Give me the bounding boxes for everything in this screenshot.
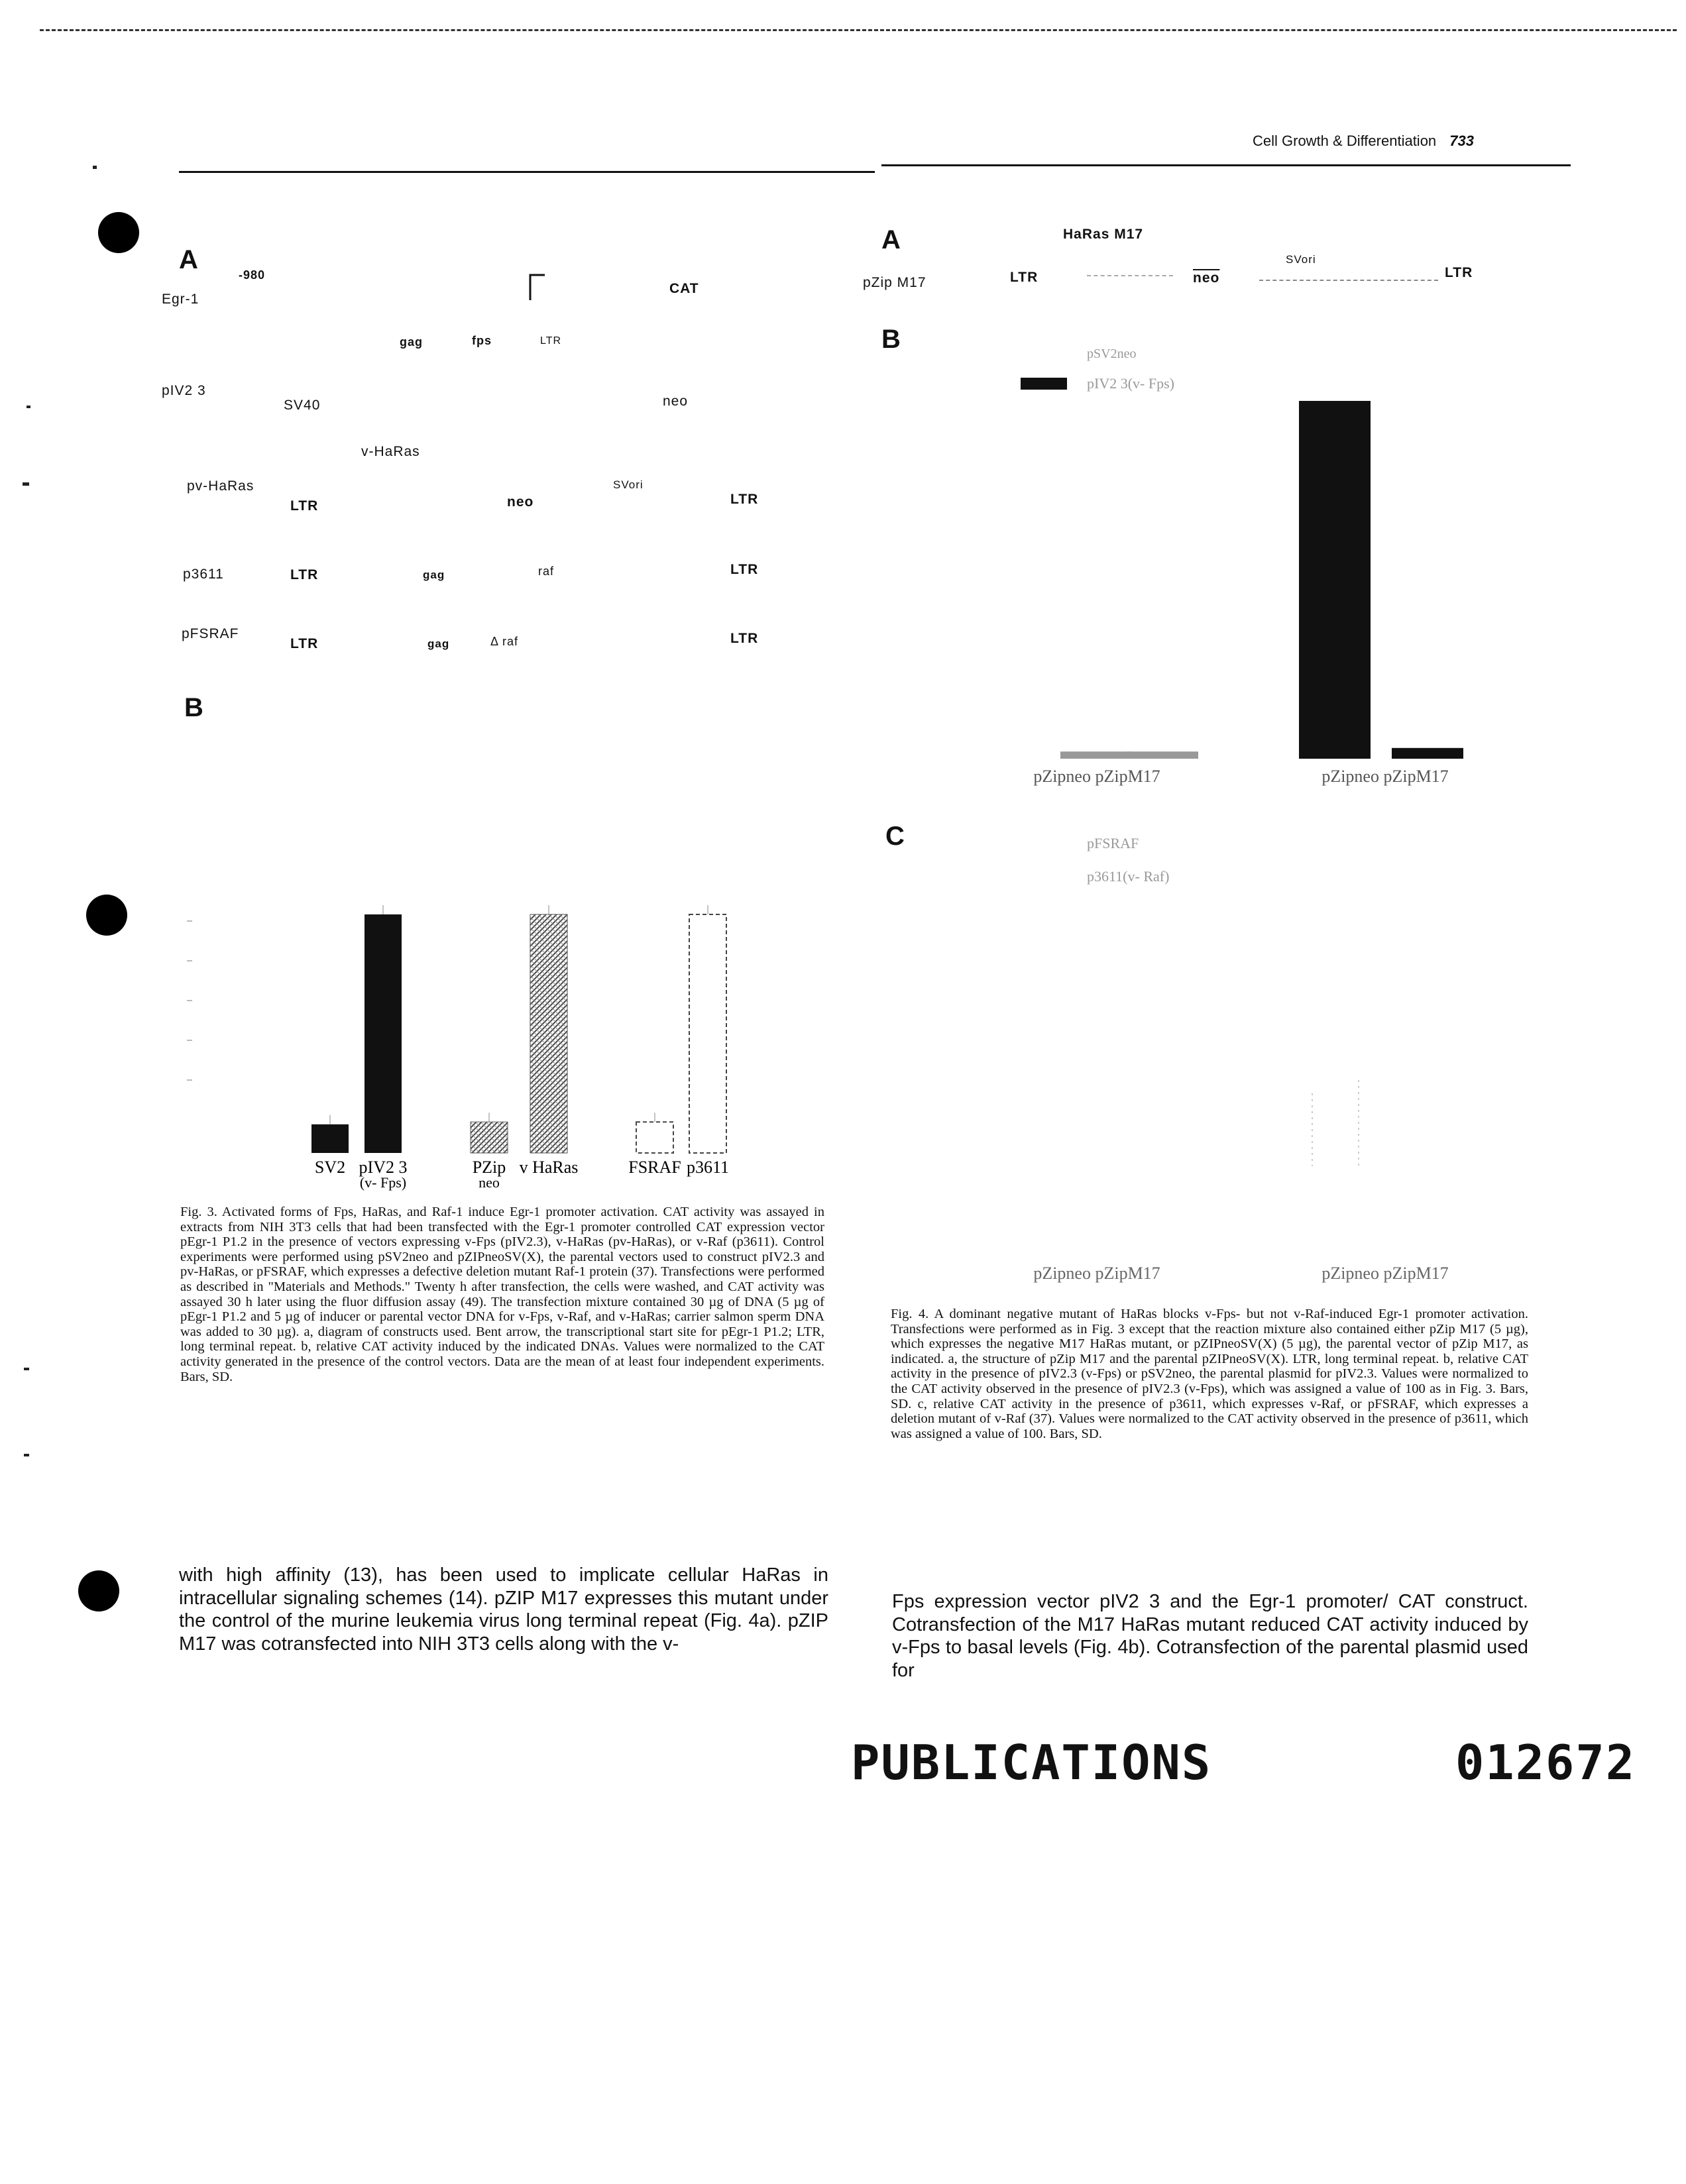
- bar-pzip-neo: [470, 1121, 508, 1154]
- tick-label: SV2: [315, 1158, 345, 1177]
- insert-dashes: [1087, 275, 1173, 276]
- coord-label: -980: [239, 268, 266, 282]
- ltr-label-1: LTR: [540, 335, 562, 347]
- cat-label: CAT: [669, 281, 699, 296]
- tick-sublabel: neo: [478, 1174, 500, 1191]
- bar-v-haras: [530, 914, 568, 1154]
- ltr-label-2: LTR: [290, 498, 319, 514]
- tick-sublabel: (v- Fps): [360, 1174, 406, 1191]
- gag-label-2: gag: [423, 569, 445, 581]
- backbone-dashes: [1259, 280, 1438, 281]
- group-label: pZipneo pZipM17: [1321, 767, 1448, 786]
- header-rule-left: [179, 171, 875, 173]
- binder-hole-top: [98, 212, 139, 253]
- fig4b-label: B: [881, 325, 901, 354]
- bent-arrow-icon: [529, 274, 545, 300]
- p3611-label: p3611: [183, 567, 224, 582]
- neo-label-2: neo: [507, 494, 534, 510]
- group-label: pZipneo pZipM17: [1033, 1264, 1160, 1283]
- group-label: pZipneo pZipM17: [1321, 1264, 1448, 1283]
- tick-label: FSRAF: [628, 1158, 681, 1177]
- pvharas-label: pv-HaRas: [187, 478, 254, 494]
- bar-pzipneo: [1060, 751, 1132, 759]
- fig4c-label: C: [885, 822, 905, 851]
- ltr-label-a1: LTR: [1010, 270, 1039, 285]
- legend-swatch-solid: [1021, 378, 1067, 390]
- vharas-label: v-HaRas: [361, 444, 420, 459]
- ltr-label-4: LTR: [290, 567, 319, 582]
- tick-label: p3611: [687, 1158, 729, 1177]
- pfsraf-label: pFSRAF: [182, 626, 239, 641]
- scan-edge-line: [40, 29, 1677, 31]
- fig3-caption: Fig. 3. Activated forms of Fps, HaRas, a…: [180, 1205, 824, 1384]
- scan-speck: [23, 482, 29, 486]
- scan-speck: [93, 166, 97, 169]
- fig3b-label: B: [184, 693, 203, 722]
- binder-hole-bottom: [78, 1570, 119, 1611]
- group-label: pZipneo pZipM17: [1033, 767, 1160, 786]
- gag-label: gag: [400, 335, 423, 349]
- bar-piv2-3-v-fps-: [365, 914, 402, 1153]
- tick-label: pIV2 3: [359, 1158, 408, 1177]
- ltr-label-5: LTR: [730, 562, 759, 577]
- neo-label-a: neo: [1193, 270, 1220, 286]
- bar-pfsraf: [636, 1121, 674, 1154]
- body-text-left: with high affinity (13), has been used t…: [179, 1564, 828, 1655]
- bar-pzipm17: [1392, 747, 1463, 759]
- raf-label: raf: [538, 565, 555, 578]
- fig3a-label: A: [179, 245, 198, 274]
- neo-label-1: neo: [663, 394, 689, 409]
- delta-raf-label: Δ raf: [490, 635, 519, 648]
- bar-p3611: [689, 914, 727, 1154]
- fig4b-bar-chart: pSV2neo pIV2 3(v- Fps) pZipneo pZipM17 pZip…: [1021, 347, 1463, 786]
- bar-pzipm17: [1127, 751, 1198, 759]
- publications-stamp: PUBLICATIONS: [851, 1735, 1212, 1790]
- fps-label: fps: [472, 334, 492, 347]
- ltr-label-3: LTR: [730, 492, 759, 507]
- bates-number: 012672: [1455, 1735, 1636, 1790]
- scan-speck: [24, 1368, 29, 1370]
- tick-label: PZip: [473, 1158, 506, 1177]
- piv23-label: pIV2 3: [162, 383, 206, 398]
- legend-item: pFSRAF: [1087, 835, 1139, 851]
- haras-m17-label: HaRas M17: [1063, 227, 1144, 242]
- page-number: 733: [1449, 133, 1475, 149]
- svori-label: SVori: [613, 478, 644, 491]
- legend-item: p3611(v- Raf): [1087, 868, 1169, 885]
- bar-pzipneo: [1299, 401, 1371, 759]
- ltr-label-a2: LTR: [1445, 265, 1473, 280]
- legend-item: pSV2neo: [1087, 347, 1136, 361]
- gag-label-3: gag: [427, 637, 450, 650]
- body-text-right: Fps expression vector pIV2 3 and the Egr…: [892, 1591, 1528, 1681]
- binder-hole-middle: [86, 895, 127, 936]
- pzip-m17-label: pZip M17: [863, 275, 927, 290]
- scan-speck: [24, 1454, 29, 1456]
- svori-label-a: SVori: [1286, 253, 1316, 266]
- fig4c-bar-chart: pFSRAF p3611(v- Raf) pZipneo pZipM17 pZipne…: [1033, 835, 1448, 1283]
- tick-label: v HaRas: [520, 1158, 579, 1177]
- journal-name: Cell Growth & Differentiation: [1253, 133, 1437, 149]
- fig4a-label: A: [881, 225, 901, 254]
- fig4-caption: Fig. 4. A dominant negative mutant of Ha…: [891, 1307, 1528, 1441]
- legend-item: pIV2 3(v- Fps): [1087, 375, 1174, 392]
- running-header: Cell Growth & Differentiation 733: [1253, 133, 1474, 150]
- egr1-label: Egr-1: [162, 292, 199, 307]
- sv40-label: SV40: [284, 398, 321, 413]
- ltr-label-7: LTR: [730, 631, 759, 646]
- ltr-label-6: LTR: [290, 636, 319, 651]
- bar-psv2neo: [311, 1124, 349, 1153]
- header-rule-right: [881, 164, 1571, 166]
- scan-speck: [27, 406, 30, 408]
